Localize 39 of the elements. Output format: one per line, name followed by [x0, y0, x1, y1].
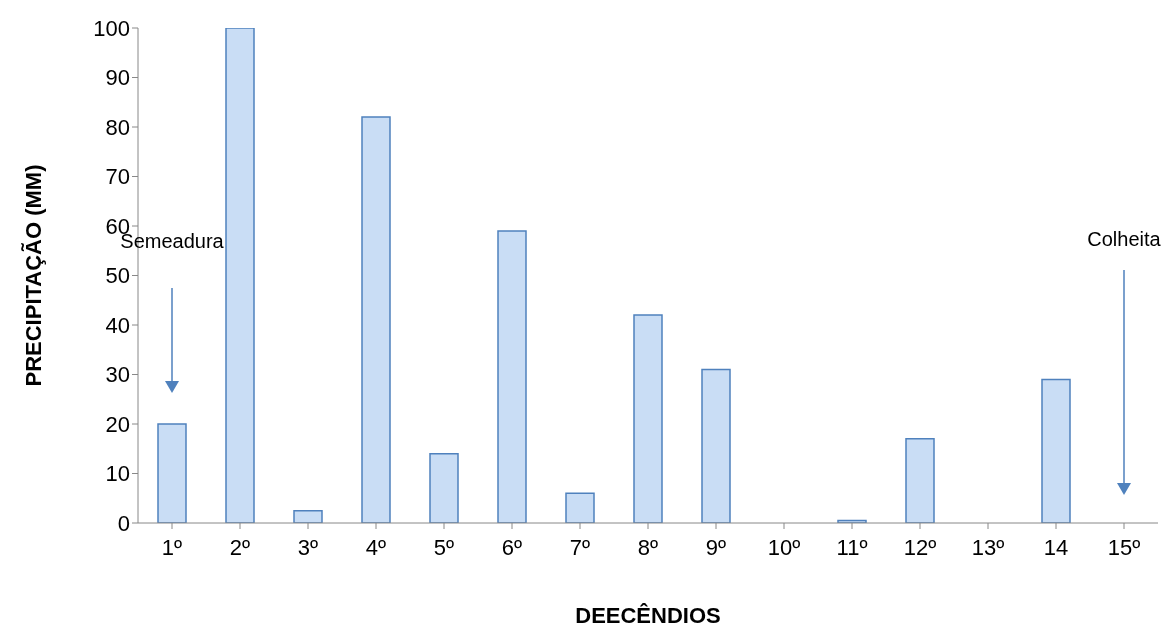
- bar: [429, 452, 459, 523]
- x-tick-label: 6º: [501, 534, 523, 560]
- x-tick-label: 13º: [971, 534, 1005, 560]
- annotation: Colheita: [1087, 228, 1161, 250]
- x-tick-label: 3º: [297, 534, 319, 560]
- y-tick-label: 90: [105, 65, 130, 91]
- bar: [905, 438, 935, 523]
- x-tick-label: 12º: [903, 534, 937, 560]
- bar: [157, 423, 187, 523]
- y-axis-title: PRECIPITAÇÃO (MM): [20, 164, 46, 387]
- x-axis-title: DEECÊNDIOS: [575, 603, 721, 628]
- bar: [293, 509, 323, 523]
- y-tick-label: 20: [105, 411, 130, 437]
- bar: [225, 28, 255, 523]
- y-tick-label: 80: [105, 114, 130, 140]
- bar: [497, 230, 527, 523]
- x-tick-label: 4º: [365, 534, 387, 560]
- bar: [701, 368, 731, 523]
- x-tick-label: 7º: [569, 534, 591, 560]
- x-tick-label: 5º: [433, 534, 455, 560]
- bar: [361, 116, 391, 523]
- y-tick-label: 30: [105, 362, 130, 388]
- bar: [633, 314, 663, 523]
- y-tick-label: 40: [105, 312, 130, 338]
- x-tick-label: 10º: [767, 534, 801, 560]
- x-tick-label: 8º: [637, 534, 659, 560]
- x-tick-label: 14: [1043, 534, 1069, 560]
- bar: [565, 492, 595, 523]
- y-tick-label: 10: [105, 461, 130, 487]
- x-tick-label: 11º: [836, 534, 868, 560]
- bar: [1041, 378, 1071, 523]
- x-tick-label: 15º: [1107, 534, 1141, 560]
- x-tick-label: 2º: [229, 534, 251, 560]
- y-tick-label: 0: [117, 510, 130, 536]
- y-tick-label: 50: [105, 263, 130, 289]
- y-tick-label: 100: [93, 15, 130, 41]
- y-tick-label: 70: [105, 164, 130, 190]
- x-tick-label: 9º: [705, 534, 727, 560]
- x-tick-label: 1º: [161, 534, 183, 560]
